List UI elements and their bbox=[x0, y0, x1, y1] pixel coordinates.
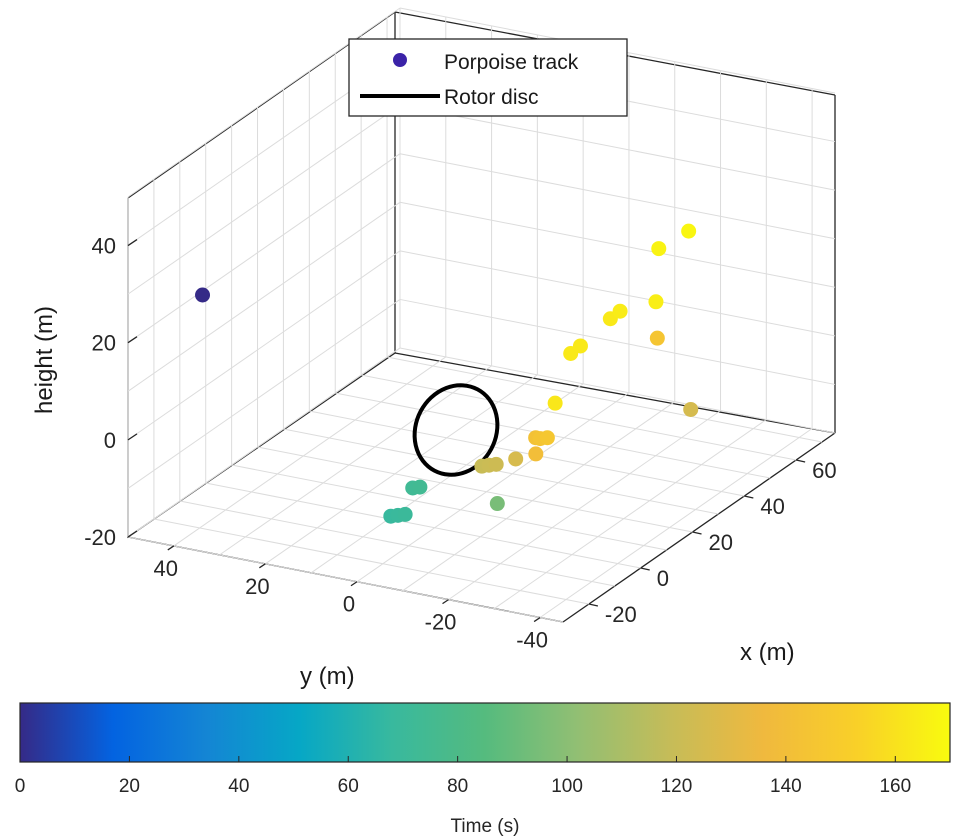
y-axis-label: y (m) bbox=[300, 663, 355, 690]
y-tick-mark bbox=[167, 545, 175, 551]
grid-line bbox=[127, 536, 564, 623]
grid-line bbox=[173, 356, 447, 547]
grid-line bbox=[205, 482, 641, 569]
x-tick-label: 0 bbox=[657, 566, 669, 591]
legend-label-rotor: Rotor disc bbox=[444, 86, 539, 109]
colorbar-tick-label: 140 bbox=[770, 776, 802, 797]
y-tick-mark bbox=[533, 616, 541, 623]
data-point bbox=[651, 241, 667, 257]
legend-label-porpoise: Porpoise track bbox=[444, 51, 579, 74]
colorbar-gradient bbox=[19, 702, 951, 763]
x-tick-mark bbox=[796, 459, 806, 463]
x-tick-mark bbox=[692, 531, 702, 535]
grid-line bbox=[494, 419, 767, 609]
colorbar-tick-label: 100 bbox=[551, 776, 583, 797]
grid-line bbox=[399, 153, 836, 240]
grid-line bbox=[283, 428, 719, 515]
grid-line bbox=[310, 383, 584, 574]
legend: Porpoise track Rotor disc bbox=[348, 38, 628, 117]
z-tick-mark bbox=[127, 530, 138, 538]
porpoise-track-points bbox=[195, 223, 699, 524]
grid-line bbox=[361, 374, 797, 461]
z-axis-label: height (m) bbox=[31, 306, 58, 414]
data-point bbox=[397, 506, 413, 522]
grid-line bbox=[386, 356, 823, 443]
grid-line bbox=[219, 365, 492, 556]
grid-line bbox=[356, 392, 630, 583]
y-tick-label: 0 bbox=[343, 592, 355, 617]
legend-marker-porpoise bbox=[393, 53, 407, 67]
data-point bbox=[539, 430, 555, 446]
grid-line bbox=[127, 201, 401, 392]
data-point bbox=[528, 446, 544, 462]
grid-line bbox=[399, 201, 836, 288]
colorbar-tick-label: 60 bbox=[338, 776, 359, 797]
y-tick-label: 20 bbox=[245, 574, 269, 599]
grid-line bbox=[127, 250, 401, 441]
grid-line bbox=[127, 347, 401, 538]
x-tick-mark bbox=[588, 603, 599, 607]
data-point bbox=[649, 330, 665, 346]
x-tick-label: 40 bbox=[760, 494, 784, 519]
colorbar-ticks: 0 20 40 60 80 100 120 140 160 bbox=[15, 756, 911, 797]
data-point bbox=[412, 479, 428, 495]
data-point bbox=[612, 303, 628, 319]
y-tick-mark bbox=[259, 563, 266, 569]
x-tick-mark bbox=[640, 567, 650, 571]
data-point bbox=[547, 395, 563, 411]
grid-line bbox=[127, 104, 401, 295]
colorbar-tick-label: 40 bbox=[228, 776, 249, 797]
y-tick-label: -20 bbox=[425, 610, 457, 635]
colorbar-tick-label: 80 bbox=[447, 776, 468, 797]
x-tick-mark bbox=[744, 495, 754, 499]
data-point bbox=[508, 451, 524, 467]
grid-line bbox=[153, 518, 590, 605]
grid-line bbox=[399, 250, 836, 337]
x-tick-label: -20 bbox=[605, 602, 637, 627]
grid-line bbox=[309, 410, 745, 497]
axis-ticks: -20 0 20 40 60 40 20 0 -20 -40 40 20 0 -20 bbox=[84, 234, 836, 653]
grid-line bbox=[399, 298, 836, 385]
grid-line bbox=[399, 347, 836, 434]
grid-line bbox=[179, 500, 615, 587]
colorbar-tick-label: 120 bbox=[661, 776, 693, 797]
z-tick-label: 20 bbox=[92, 331, 116, 356]
colorbar-tick-label: 160 bbox=[879, 776, 911, 797]
y-tick-label: -40 bbox=[516, 628, 548, 653]
data-point bbox=[648, 294, 664, 310]
grid-line bbox=[448, 410, 721, 601]
grid-line bbox=[402, 401, 676, 592]
grid-line bbox=[399, 104, 836, 191]
grid-line bbox=[539, 428, 813, 618]
grid-line bbox=[231, 464, 667, 551]
rotor-disc bbox=[412, 383, 500, 477]
z-tick-mark bbox=[127, 336, 138, 344]
data-point bbox=[195, 287, 211, 303]
z-tick-label: -20 bbox=[84, 525, 116, 550]
y-tick-label: 40 bbox=[154, 556, 178, 581]
z-tick-mark bbox=[127, 433, 138, 441]
z-tick-mark bbox=[127, 239, 138, 247]
y-tick-mark bbox=[442, 599, 449, 605]
data-point bbox=[683, 401, 699, 417]
colorbar-label: Time (s) bbox=[451, 816, 520, 837]
z-tick-label: 40 bbox=[92, 234, 116, 259]
colorbar-tick-label: 0 bbox=[15, 776, 26, 797]
grid-line bbox=[257, 446, 693, 533]
x-tick-label: 20 bbox=[709, 530, 733, 555]
colorbar: 0 20 40 60 80 100 120 140 160 Time (s) bbox=[15, 702, 951, 837]
colorbar-tick-label: 20 bbox=[119, 776, 140, 797]
grid-line bbox=[127, 153, 401, 344]
z-tick-label: 0 bbox=[104, 428, 116, 453]
x-tick-label: 60 bbox=[812, 458, 836, 483]
y-tick-mark bbox=[350, 581, 358, 587]
data-point bbox=[489, 496, 505, 512]
grid-lines bbox=[127, 7, 836, 623]
data-point bbox=[572, 338, 588, 354]
x-axis-label: x (m) bbox=[740, 639, 795, 666]
data-point bbox=[681, 223, 697, 239]
data-point bbox=[488, 456, 504, 472]
grid-line bbox=[127, 299, 401, 489]
